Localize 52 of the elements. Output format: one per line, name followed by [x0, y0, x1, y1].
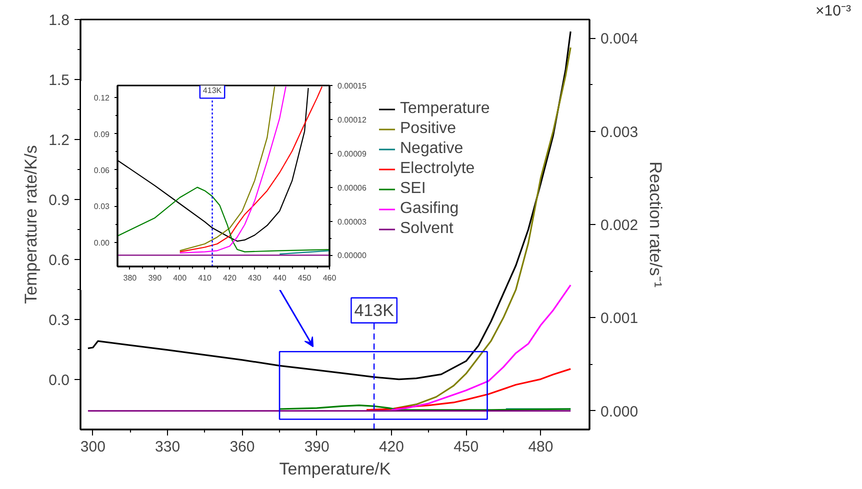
y2-tick-label: 0.000	[600, 403, 638, 420]
y-tick-label: 0.12	[94, 94, 110, 103]
x-tick-label: 360	[230, 438, 255, 456]
x-tick-label: 450	[454, 438, 479, 456]
x-tick-label: 390	[148, 274, 162, 282]
x-tick-label: 450	[298, 274, 312, 282]
x-tick-label: 440	[272, 274, 287, 282]
legend-label: Temperature	[400, 100, 490, 118]
y2-tick-label: 0.004	[600, 30, 638, 48]
legend-label: Electrolyte	[400, 160, 475, 178]
y-tick-label: 1.5	[48, 72, 70, 89]
y-tick-label: 0.0	[48, 372, 70, 389]
y2-axis-title: Reaction rate/s⁻¹	[646, 162, 666, 288]
x-tick-label: 300	[80, 438, 106, 456]
y2-tick-label: 0.001	[600, 310, 638, 328]
legend-label: Solvent	[400, 220, 454, 238]
y-tick-label: 1.8	[48, 12, 70, 29]
x-tick-label: 430	[248, 274, 262, 282]
ref-line-label: 413K	[354, 300, 395, 320]
x-tick-label: 390	[304, 438, 330, 456]
y2-tick-label: 0.00012	[338, 115, 367, 124]
x-axis-title: Temperature/K	[279, 460, 392, 478]
x-tick-label: 400	[173, 274, 188, 282]
x-tick-label: 460	[322, 274, 337, 282]
y2-tick-label: 0.00006	[338, 183, 367, 192]
y-tick-label: 0.03	[94, 202, 110, 212]
y2-tick-label: 0.00003	[338, 217, 367, 226]
y2-tick-label: 0.00015	[338, 82, 367, 90]
y2-tick-label: 0.002	[600, 217, 638, 234]
x-tick-label: 480	[528, 438, 554, 456]
x-tick-label: 420	[378, 438, 404, 456]
text: ×10⁻³	[816, 2, 851, 20]
y-tick-label: 0.3	[48, 312, 70, 329]
x-tick-label: 330	[155, 438, 180, 456]
x-tick-label: 420	[223, 274, 237, 282]
x-tick-label: 410	[198, 274, 212, 282]
y-tick-label: 0.06	[94, 166, 110, 175]
legend-label: Negative	[400, 140, 464, 158]
legend-label: Gasifing	[400, 200, 459, 218]
y-tick-label: 0.6	[48, 252, 70, 269]
y-tick-label: 0.09	[94, 130, 110, 139]
y-tick-label: 0.00	[94, 238, 110, 248]
y-axis-title: Temperature rate/K/s	[22, 145, 41, 304]
legend-label: SEI	[400, 180, 426, 198]
y2-tick-label: 0.00009	[338, 149, 367, 158]
x-tick-label: 380	[123, 274, 138, 282]
legend-label: Positive	[400, 120, 456, 138]
y-tick-label: 0.9	[48, 192, 70, 209]
y2-tick-label: 0.00000	[338, 251, 367, 260]
y2-tick-label: 0.003	[600, 124, 638, 141]
ref-line-label: 413K	[202, 86, 222, 96]
y-tick-label: 1.2	[48, 132, 70, 149]
